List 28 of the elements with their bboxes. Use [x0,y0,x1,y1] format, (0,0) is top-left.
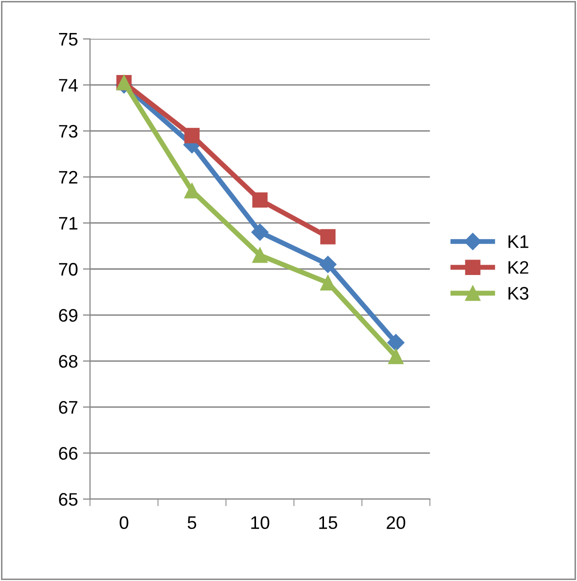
legend-label: K2 [508,261,528,274]
y-tick-label: 68 [59,354,78,368]
y-tick-label: 67 [59,400,78,414]
y-tick-label: 74 [59,79,78,92]
y-tick-label: 71 [59,217,78,230]
point [252,192,268,208]
point [319,256,336,273]
y-tick-label: 66 [59,447,78,460]
legend-label: K3 [508,286,528,300]
x-tick-label: 15 [319,516,338,530]
point [320,275,336,290]
x-tick-label: 0 [120,516,128,530]
y-tick-label: 70 [59,262,78,276]
y-tick-label: 75 [59,33,78,46]
y-tick-label: 73 [59,124,78,138]
y-tick-label: 65 [59,493,78,506]
x-tick-label: 5 [188,516,196,530]
y-tick-label: 72 [59,170,78,184]
x-tick-label: 20 [386,516,406,530]
point [184,128,200,144]
point [387,334,404,352]
point [320,229,336,244]
point [251,224,268,241]
legend-label: K1 [508,235,528,248]
point [388,348,404,364]
point [252,248,268,263]
x-tick-label: 10 [251,516,270,530]
y-tick-label: 69 [59,308,78,322]
